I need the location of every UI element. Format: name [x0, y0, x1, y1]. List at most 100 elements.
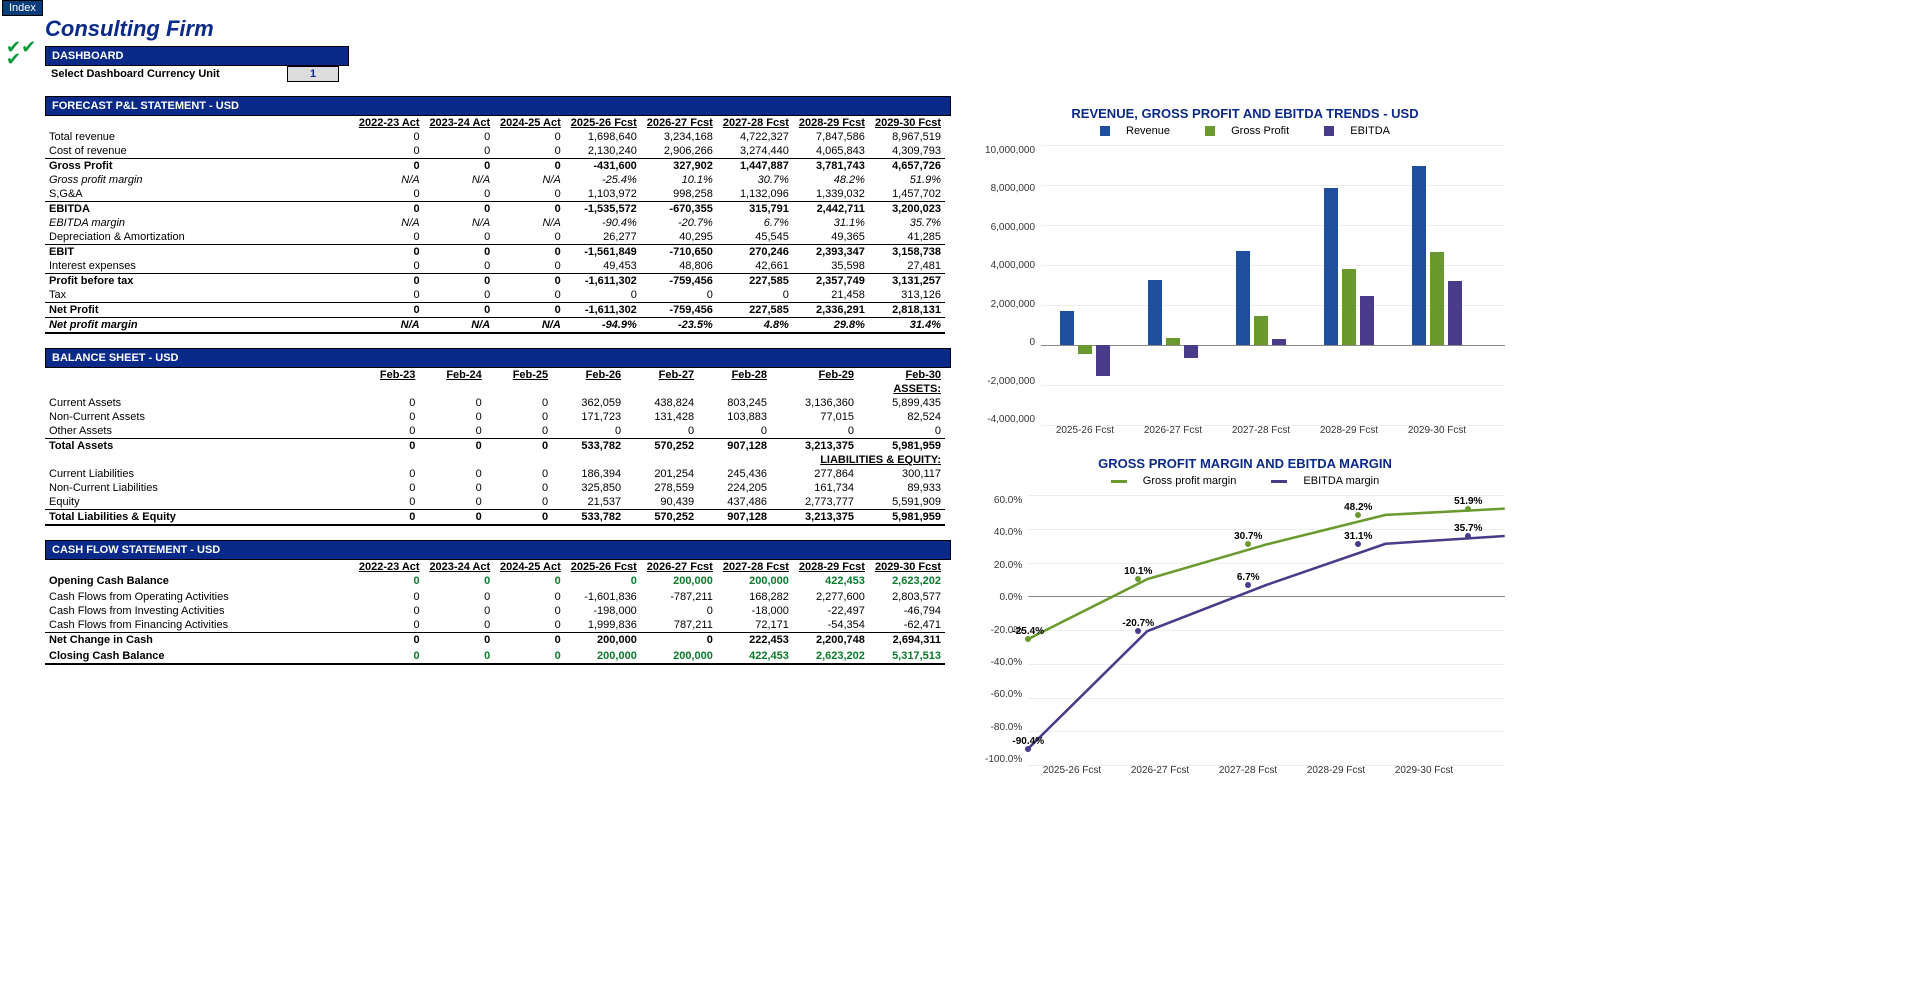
cell: 0: [771, 424, 858, 439]
chart2-xaxis: 2025-26 Fcst2026-27 Fcst2027-28 Fcst2028…: [1028, 765, 1468, 776]
cell: 0: [353, 574, 424, 588]
cell: 48.2%: [793, 173, 869, 187]
cell: 0: [641, 604, 717, 618]
cell: -670,355: [641, 202, 717, 217]
point-label: -90.4%: [1012, 736, 1044, 747]
cell: 0: [353, 303, 424, 318]
cell: 438,824: [625, 396, 698, 410]
cell: 21,537: [552, 495, 625, 510]
col-header: Feb-28: [698, 368, 771, 382]
cell: 0: [494, 633, 565, 648]
cell: 3,200,023: [869, 202, 945, 217]
cell: 4,309,793: [869, 144, 945, 159]
cell: 35,598: [793, 259, 869, 274]
cell: 0: [424, 618, 495, 633]
cell: 0: [494, 159, 565, 174]
col-header: 2025-26 Fcst: [565, 116, 641, 130]
cell: 3,213,375: [771, 439, 858, 454]
cell: -1,535,572: [565, 202, 641, 217]
cell: 2,200,748: [793, 633, 869, 648]
point-label: 48.2%: [1344, 502, 1372, 513]
pnl-table: 2022-23 Act2023-24 Act2024-25 Act2025-26…: [45, 116, 945, 334]
cell: 362,059: [552, 396, 625, 410]
point-gross-margin: [1355, 512, 1361, 518]
bar-ebitda: [1360, 296, 1374, 345]
cell: 200,000: [565, 633, 641, 648]
cell: 0: [424, 590, 495, 604]
row-label: Net profit margin: [45, 318, 353, 334]
cell: 0: [494, 604, 565, 618]
cashflow-table: 2022-23 Act2023-24 Act2024-25 Act2025-26…: [45, 560, 945, 665]
col-header: 2029-30 Fcst: [869, 116, 945, 130]
cell: 77,015: [771, 410, 858, 424]
cell: 0: [419, 467, 485, 481]
row-label: Equity: [45, 495, 353, 510]
cell: 5,317,513: [869, 649, 945, 664]
currency-unit-input[interactable]: 1: [287, 66, 339, 82]
row-label: Depreciation & Amortization: [45, 230, 353, 245]
cell: 3,158,738: [869, 245, 945, 260]
row-label: Net Change in Cash: [45, 633, 353, 648]
col-header: 2024-25 Act: [494, 560, 565, 574]
cell: 0: [486, 410, 552, 424]
point-label: 31.1%: [1344, 531, 1372, 542]
cell: 0: [424, 202, 495, 217]
col-header: 2023-24 Act: [424, 116, 495, 130]
cell: 200,000: [641, 574, 717, 588]
cell: 0: [424, 159, 495, 174]
cell: N/A: [424, 216, 495, 230]
firm-title: Consulting Firm: [45, 16, 1565, 42]
cell: 10.1%: [641, 173, 717, 187]
cell: 222,453: [717, 633, 793, 648]
cell: 0: [353, 618, 424, 633]
cell: 40,295: [641, 230, 717, 245]
cell: 82,524: [858, 410, 945, 424]
cell: -710,650: [641, 245, 717, 260]
cell: 1,457,702: [869, 187, 945, 202]
cell: 315,791: [717, 202, 793, 217]
col-header: Feb-26: [552, 368, 625, 382]
cell: 0: [353, 274, 424, 289]
cell: 0: [353, 130, 424, 144]
bar-revenue: [1148, 280, 1162, 345]
cell: 3,274,440: [717, 144, 793, 159]
col-header: 2023-24 Act: [424, 560, 495, 574]
col-header: 2022-23 Act: [353, 116, 424, 130]
cell: 0: [424, 649, 495, 664]
assets-subheader: ASSETS:: [45, 382, 945, 396]
cell: 277,864: [771, 467, 858, 481]
point-ebitda-margin: [1465, 533, 1471, 539]
col-header: 2022-23 Act: [353, 560, 424, 574]
col-header: 2024-25 Act: [494, 116, 565, 130]
cell: 201,254: [625, 467, 698, 481]
cell: 4,722,327: [717, 130, 793, 144]
col-header: 2025-26 Fcst: [565, 560, 641, 574]
cell: 171,723: [552, 410, 625, 424]
cell: 422,453: [793, 574, 869, 588]
row-label: Total Liabilities & Equity: [45, 510, 353, 526]
cell: 0: [353, 230, 424, 245]
cell: 803,245: [698, 396, 771, 410]
point-gross-margin: [1465, 506, 1471, 512]
col-header: Feb-24: [419, 368, 485, 382]
cell: -46,794: [869, 604, 945, 618]
point-gross-margin: [1025, 636, 1031, 642]
point-label: 30.7%: [1234, 531, 1262, 542]
index-tab[interactable]: Index: [2, 0, 43, 16]
cell: 0: [494, 303, 565, 318]
cell: 4.8%: [717, 318, 793, 334]
cell: 200,000: [717, 574, 793, 588]
col-header: 2027-28 Fcst: [717, 116, 793, 130]
cell: 0: [486, 424, 552, 439]
cell: 30.7%: [717, 173, 793, 187]
cell: 1,339,032: [793, 187, 869, 202]
cell: 5,981,959: [858, 510, 945, 526]
cell: 0: [494, 144, 565, 159]
cell: 0: [353, 439, 419, 454]
cell: 0: [419, 396, 485, 410]
cell: 327,902: [641, 159, 717, 174]
row-label: Net Profit: [45, 303, 353, 318]
bar-revenue: [1236, 251, 1250, 345]
cell: 0: [353, 510, 419, 526]
cell: 1,103,972: [565, 187, 641, 202]
